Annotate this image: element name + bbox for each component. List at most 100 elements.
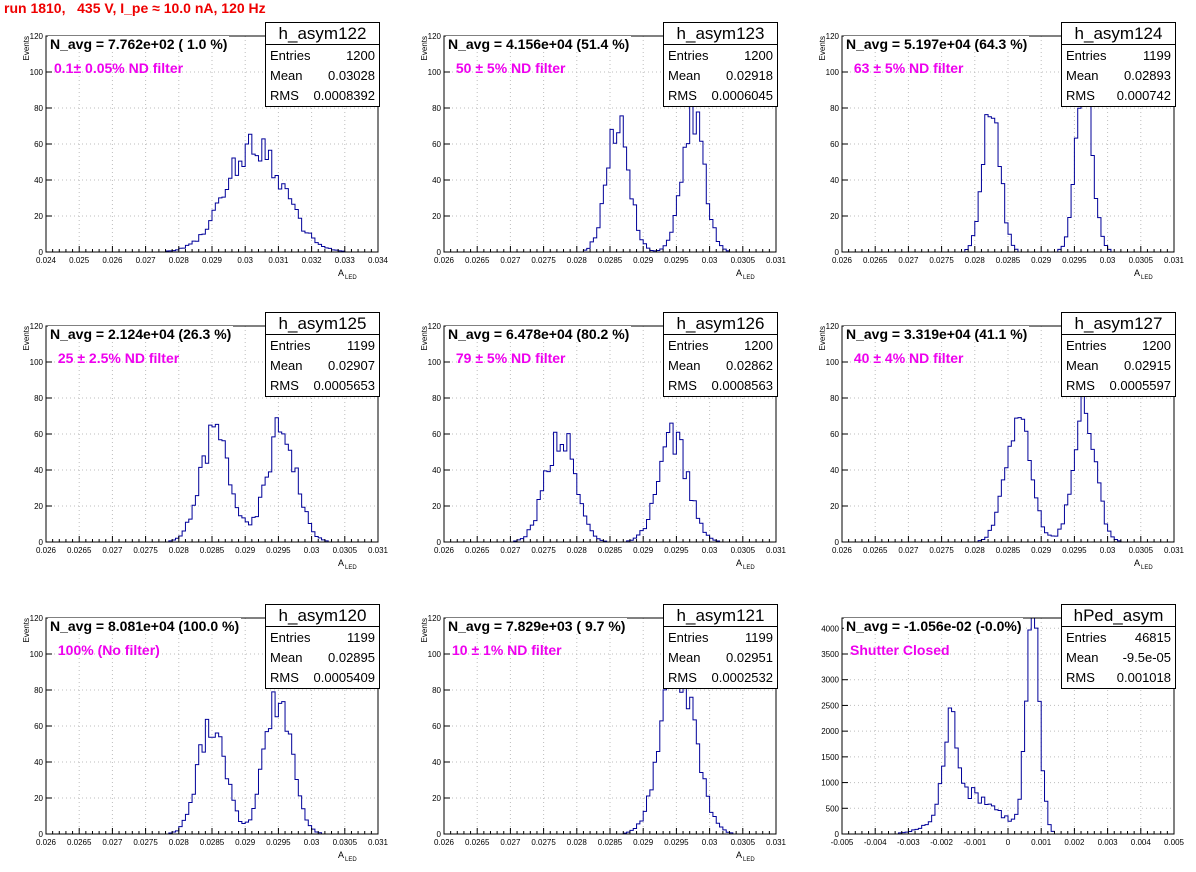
stats-key: RMS: [1066, 88, 1095, 103]
y-tick-label: 120: [826, 322, 840, 331]
x-tick-label: 0.0265: [67, 838, 92, 847]
y-tick-label: 0: [835, 538, 840, 547]
histogram-plot: 0.026 0.0265 0.027 0.0275 0.028 0.0285 0.029 0.…: [818, 32, 1185, 281]
x-tick-label: 0.0285: [598, 256, 623, 265]
x-axis-label-subscript: LED: [1141, 275, 1153, 281]
x-tick-label: 0.0275: [929, 256, 954, 265]
x-tick-label: 0.029: [235, 546, 256, 555]
stats-row-mean: Mean 0.02915: [1066, 356, 1171, 376]
filter-label: 100% (No filter): [54, 642, 160, 658]
stats-value: 0.0002532: [711, 670, 773, 685]
y-tick-label: 100: [428, 358, 442, 367]
histogram-pad-hPed_asym: -0.005 -0.004 -0.003 -0.002 -0.001 0 0.001 0.00…: [796, 582, 1194, 872]
y-tick-label: 120: [826, 32, 840, 41]
x-tick-label: 0.031: [268, 256, 289, 265]
y-tick-label: 120: [30, 322, 44, 331]
x-tick-label: 0.027: [102, 838, 123, 847]
stats-key: Entries: [270, 630, 311, 645]
x-axis-label: A: [736, 268, 742, 278]
y-tick-label: 60: [432, 140, 441, 149]
x-tick-label: 0.029: [235, 838, 256, 847]
x-tick-label: 0.0265: [465, 546, 490, 555]
x-tick-label: 0.026: [434, 256, 455, 265]
stats-value: 0.000742: [1116, 88, 1171, 103]
y-tick-label: 1000: [821, 779, 839, 788]
x-tick-label: 0.03: [304, 838, 320, 847]
y-tick-label: 20: [432, 794, 441, 803]
filter-label: 79 ± 5% ND filter: [452, 350, 566, 366]
y-tick-label: 20: [830, 502, 839, 511]
x-tick-label: 0.0295: [1062, 256, 1087, 265]
x-axis-label: A: [736, 558, 742, 568]
filter-label: 0.1± 0.05% ND filter: [54, 60, 184, 76]
y-tick-label: 40: [34, 758, 43, 767]
y-tick-label: 80: [432, 394, 441, 403]
x-tick-label: 0.0305: [333, 838, 358, 847]
navg-header: N_avg = 6.478e+04 (80.2 %): [446, 326, 632, 342]
x-tick-label: 0.027: [500, 256, 521, 265]
x-axis-label: A: [1134, 268, 1140, 278]
y-tick-label: 40: [432, 176, 441, 185]
stats-row-rms: RMS 0.0005597: [1066, 376, 1171, 396]
histogram-pad-h_asym127: 0.026 0.0265 0.027 0.0275 0.028 0.0285 0.029 0.…: [796, 290, 1194, 580]
x-tick-label: 0.034: [368, 256, 389, 265]
x-tick-label: 0.028: [169, 546, 190, 555]
stats-row-rms: RMS 0.0005653: [270, 376, 375, 396]
x-tick-label: 0.027: [898, 256, 919, 265]
stats-value: 1200: [1142, 338, 1171, 353]
x-tick-label: 0.0295: [1062, 546, 1087, 555]
y-axis-label: Events: [420, 326, 429, 350]
histogram-pad-h_asym121: 0.026 0.0265 0.027 0.0275 0.028 0.0285 0.029 0.…: [398, 582, 796, 872]
y-tick-label: 100: [826, 358, 840, 367]
x-tick-label: 0.029: [633, 256, 654, 265]
y-tick-label: 20: [432, 212, 441, 221]
stats-key: Mean: [1066, 358, 1099, 373]
stats-box: h_asym121 Entries 1199 Mean 0.02951 RMS 0.0002…: [663, 604, 778, 689]
x-tick-label: 0.0305: [1129, 256, 1154, 265]
histogram-name: h_asym126: [664, 313, 777, 335]
x-tick-label: 0.026: [36, 838, 57, 847]
x-tick-label: 0.0265: [863, 256, 888, 265]
x-tick-label: 0: [1006, 838, 1011, 847]
x-tick-label: 0.0265: [465, 256, 490, 265]
x-tick-label: 0.026: [36, 546, 57, 555]
histogram-name: h_asym120: [266, 605, 379, 627]
y-tick-label: 100: [30, 358, 44, 367]
histogram-name: h_asym125: [266, 313, 379, 335]
stats-row-mean: Mean 0.02862: [668, 356, 773, 376]
stats-key: Entries: [1066, 338, 1107, 353]
y-tick-label: 120: [30, 32, 44, 41]
stats-row-entries: Entries 1199: [270, 336, 375, 356]
navg-header: N_avg = 4.156e+04 (51.4 %): [446, 36, 632, 52]
stats-key: RMS: [1066, 670, 1095, 685]
stats-value: 0.0005409: [313, 670, 375, 685]
y-axis-label: Events: [22, 618, 31, 642]
x-tick-label: 0.027: [136, 256, 157, 265]
stats-value: 0.02907: [328, 358, 375, 373]
y-tick-label: 2000: [821, 727, 839, 736]
stats-row-entries: Entries 1200: [270, 46, 375, 66]
x-axis-label-subscript: LED: [743, 275, 755, 281]
stats-box: h_asym123 Entries 1200 Mean 0.02918 RMS 0.0006…: [663, 22, 778, 107]
y-tick-label: 0: [835, 830, 840, 839]
histogram-pad-h_asym124: 0.026 0.0265 0.027 0.0275 0.028 0.0285 0.029 0.…: [796, 0, 1194, 290]
filter-label: 40 ± 4% ND filter: [850, 350, 964, 366]
y-tick-label: 40: [432, 758, 441, 767]
x-tick-label: 0.029: [633, 546, 654, 555]
x-tick-label: 0.031: [766, 546, 787, 555]
x-tick-label: 0.0285: [200, 546, 225, 555]
x-tick-label: -0.002: [930, 838, 953, 847]
stats-value: 0.03028: [328, 68, 375, 83]
x-tick-label: 0.029: [1031, 256, 1052, 265]
histogram-series: [842, 392, 1174, 543]
x-tick-label: 0.004: [1131, 838, 1152, 847]
x-tick-label: 0.0265: [863, 546, 888, 555]
stats-box: h_asym122 Entries 1200 Mean 0.03028 RMS 0.0008…: [265, 22, 380, 107]
stats-row-mean: Mean 0.02907: [270, 356, 375, 376]
y-axis-label: Events: [420, 618, 429, 642]
stats-value: 0.0005653: [313, 378, 375, 393]
stats-value: 1200: [744, 48, 773, 63]
histogram-name: h_asym124: [1062, 23, 1175, 45]
navg-header: N_avg = 8.081e+04 (100.0 %): [48, 618, 242, 634]
x-axis-label: A: [736, 850, 742, 860]
